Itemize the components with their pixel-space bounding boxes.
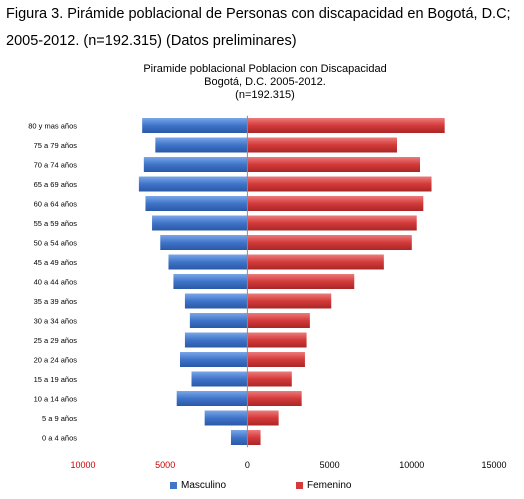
bar-femenino-7 [247, 254, 384, 270]
bar-masculino-5 [152, 215, 248, 231]
y-tick-label-1: 75 a 79 años [34, 141, 78, 150]
bar-femenino-9 [247, 293, 332, 309]
bar-masculino-15 [204, 410, 248, 426]
y-tick-label-13: 15 a 19 años [34, 375, 78, 384]
bar-masculino-10 [189, 313, 248, 328]
y-tick-label-3: 65 a 69 años [34, 180, 78, 189]
x-axis-ticks: 10000 5000 0 5000 10000 15000 [70, 460, 506, 470]
bar-masculino-11 [184, 332, 248, 348]
chart-title-line-1: Piramide poblacional Poblacion con Disca… [143, 63, 386, 75]
bar-masculino-4 [145, 196, 248, 211]
bar-femenino-2 [247, 157, 421, 172]
bar-masculino-2 [143, 157, 248, 172]
x-tick-label-0: 10000 [70, 460, 95, 470]
bar-femenino-4 [247, 196, 424, 211]
bar-femenino-16 [247, 430, 261, 445]
bars [138, 118, 445, 445]
y-tick-label-16: 0 a 4 años [42, 434, 77, 443]
y-tick-label-15: 5 a 9 años [42, 414, 77, 423]
y-tick-label-11: 25 a 29 años [34, 336, 78, 345]
bar-femenino-8 [247, 274, 355, 289]
bar-femenino-5 [247, 215, 417, 231]
x-tick-label-5: 15000 [481, 460, 506, 470]
bar-masculino-8 [173, 274, 248, 289]
bar-masculino-12 [179, 352, 248, 367]
bar-masculino-14 [176, 391, 248, 406]
bar-femenino-14 [247, 391, 302, 406]
x-tick-label-1: 5000 [155, 460, 175, 470]
bar-femenino-3 [247, 176, 432, 192]
y-tick-label-5: 55 a 59 años [34, 219, 78, 228]
bar-masculino-9 [184, 293, 248, 309]
legend: Masculino Femenino [0, 480, 524, 494]
bar-masculino-13 [191, 371, 248, 387]
bar-masculino-3 [138, 176, 248, 192]
x-tick-label-3: 5000 [320, 460, 340, 470]
legend-label-masculino: Masculino [181, 480, 227, 491]
y-tick-label-8: 40 a 44 años [34, 278, 78, 287]
bar-femenino-13 [247, 371, 292, 387]
y-tick-label-14: 10 a 14 años [34, 395, 78, 404]
bar-femenino-0 [247, 118, 445, 133]
chart-title: Piramide poblacional Poblacion con Disca… [143, 63, 386, 101]
bar-masculino-0 [142, 118, 248, 133]
legend-swatch-masculino [170, 482, 177, 489]
y-axis-labels: 80 y mas años 75 a 79 años 70 a 74 años 65 … [28, 122, 77, 443]
y-tick-label-2: 70 a 74 años [34, 161, 78, 170]
legend-item-masculino: Masculino [170, 480, 226, 491]
bar-masculino-16 [230, 430, 248, 445]
y-tick-label-0: 80 y mas años [28, 122, 77, 131]
y-tick-label-10: 30 a 34 años [34, 317, 78, 326]
bar-femenino-6 [247, 235, 412, 250]
legend-item-femenino: Femenino [296, 480, 351, 491]
y-tick-label-4: 60 a 64 años [34, 200, 78, 209]
figure-caption-line-1: Figura 3. Pirámide poblacional de Person… [6, 6, 511, 22]
bar-masculino-6 [160, 235, 248, 250]
bar-femenino-10 [247, 313, 310, 328]
legend-label-femenino: Femenino [307, 480, 352, 491]
y-tick-label-7: 45 a 49 años [34, 258, 78, 267]
legend-swatch-femenino [296, 482, 303, 489]
bar-femenino-12 [247, 352, 305, 367]
figure-caption-line-2: 2005-2012. (n=192.315) (Datos preliminar… [6, 33, 297, 49]
bar-femenino-15 [247, 410, 279, 426]
x-tick-label-4: 10000 [399, 460, 424, 470]
y-tick-label-6: 50 a 54 años [34, 239, 78, 248]
y-tick-label-9: 35 a 39 años [34, 297, 78, 306]
bar-femenino-1 [247, 137, 398, 153]
x-tick-label-2: 0 [245, 460, 250, 470]
chart-title-line-3: (n=192.315) [235, 89, 295, 101]
bar-femenino-11 [247, 332, 307, 348]
y-tick-label-12: 20 a 24 años [34, 356, 78, 365]
chart-title-line-2: Bogotá, D.C. 2005-2012. [204, 76, 326, 88]
bar-masculino-1 [155, 137, 248, 153]
bar-masculino-7 [168, 254, 248, 270]
